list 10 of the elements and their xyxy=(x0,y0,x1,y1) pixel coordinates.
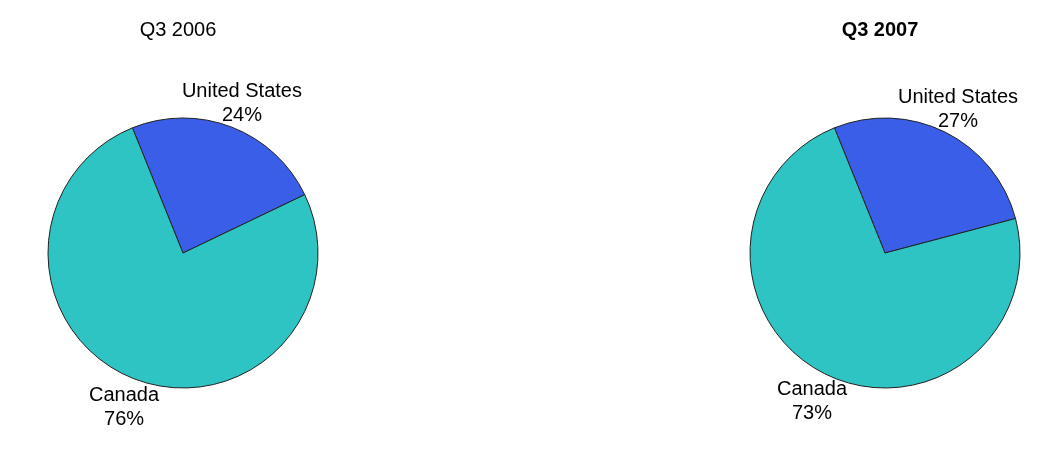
data-label: 76% xyxy=(104,406,145,429)
chart-title: Q3 2006 xyxy=(138,18,218,41)
data-label: 27% xyxy=(937,109,979,132)
slice-label: Canada xyxy=(89,382,160,405)
data-label: 24% xyxy=(221,103,263,126)
slice-label: United States xyxy=(897,85,1019,108)
slice-label: United States xyxy=(181,79,302,102)
data-label: 73% xyxy=(792,400,833,423)
slice-label: Canada xyxy=(776,376,848,399)
chart-title: Q3 2007 xyxy=(840,18,920,41)
